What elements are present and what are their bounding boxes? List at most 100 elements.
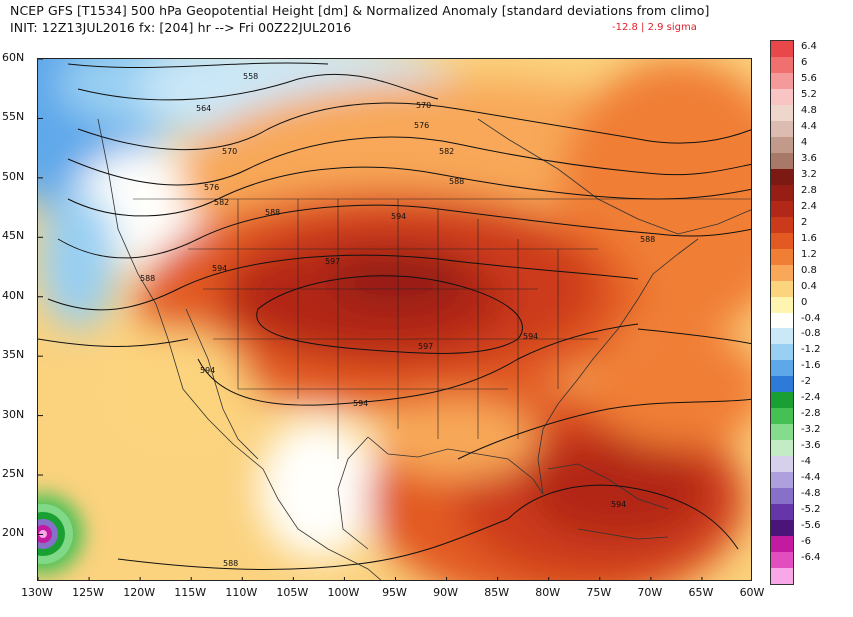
contour-label: 588 — [640, 235, 655, 244]
colorbar-label: -5.2 — [801, 504, 821, 516]
colorbar-label: 5.2 — [801, 88, 817, 100]
colorbar-bin — [771, 248, 793, 266]
grid-ticks — [38, 59, 703, 580]
contour-label: 570 — [416, 101, 431, 110]
colorbar-bin — [771, 552, 793, 569]
contour-label: 564 — [196, 104, 211, 113]
contour-label: 594 — [523, 332, 538, 341]
colorbar-bin — [771, 408, 793, 425]
colorbar-bin — [771, 328, 793, 345]
colorbar-bin — [771, 536, 793, 553]
latitude-label: 50N — [2, 169, 25, 183]
colorbar-bin — [771, 344, 793, 361]
colorbar-label: -0.4 — [801, 312, 821, 324]
contour-label-group: 558 564 570 576 582 588 594 597 570 576 … — [140, 72, 655, 568]
colorbar-bin — [771, 120, 793, 138]
contour-label: 597 — [325, 257, 340, 266]
longitude-label: 115W — [174, 586, 207, 599]
colorbar-label: 5.6 — [801, 72, 817, 84]
colorbar-bin — [771, 440, 793, 457]
contour-label: 594 — [611, 500, 626, 509]
contour-label: 576 — [204, 183, 219, 192]
colorbar-label: 1.6 — [801, 232, 817, 244]
colorbar-label: 3.6 — [801, 152, 817, 164]
colorbar-label: -2.8 — [801, 408, 821, 420]
height-contours — [38, 62, 751, 570]
colorbar-label: 1.2 — [801, 248, 817, 260]
colorbar-label: -2 — [801, 376, 811, 388]
colorbar-bin — [771, 296, 793, 313]
colorbar-label: 2.4 — [801, 200, 817, 212]
latitude-label: 25N — [2, 467, 25, 481]
latitude-label: 45N — [2, 229, 25, 243]
map-canvas: 558 564 570 576 582 588 594 597 570 576 … — [38, 59, 751, 580]
colorbar — [770, 40, 794, 585]
contour-label: 582 — [439, 147, 454, 156]
contour-label: 570 — [222, 147, 237, 156]
colorbar-label: 4.8 — [801, 104, 817, 116]
contour-label: 582 — [214, 198, 229, 207]
colorbar-label: -0.8 — [801, 328, 821, 340]
contour-label: 588 — [223, 559, 238, 568]
colorbar-bin — [771, 232, 793, 250]
colorbar-label: 2.8 — [801, 184, 817, 196]
anomaly-shading — [38, 59, 751, 580]
colorbar-bin — [771, 152, 793, 170]
contour-label: 594 — [353, 399, 368, 408]
colorbar-bin — [771, 264, 793, 282]
longitude-label: 125W — [72, 586, 104, 599]
colorbar-label: 0 — [801, 296, 808, 308]
longitude-label: 100W — [327, 586, 360, 599]
colorbar-bin — [771, 280, 793, 298]
latitude-label: 55N — [2, 110, 25, 124]
contour-label: 594 — [200, 366, 215, 375]
colorbar-label: 3.2 — [801, 168, 817, 180]
title-line-2: INIT: 12Z13JUL2016 fx: [204] hr --> Fri … — [10, 20, 352, 35]
colorbar-label: 2 — [801, 216, 808, 228]
colorbar-label: -4 — [801, 456, 811, 468]
colorbar-bin — [771, 424, 793, 441]
colorbar-bin — [771, 520, 793, 537]
colorbar-label: -6.4 — [801, 552, 821, 564]
colorbar-bin — [771, 376, 793, 393]
longitude-label: 130W — [21, 586, 53, 599]
longitude-label: 90W — [433, 586, 458, 599]
colorbar-bin — [771, 72, 793, 90]
contour-label: 594 — [212, 264, 227, 273]
latitude-label: 40N — [2, 288, 25, 302]
contour-label: 558 — [243, 72, 258, 81]
contour-label: 597 — [418, 342, 433, 351]
longitude-label: 110W — [225, 586, 258, 599]
colorbar-bin — [771, 392, 793, 409]
latitude-label: 60N — [2, 51, 25, 64]
longitude-label: 70W — [637, 586, 663, 599]
title-line-1: NCEP GFS [T1534] 500 hPa Geopotential He… — [10, 3, 710, 18]
colorbar-bin — [771, 312, 793, 329]
colorbar-bin — [771, 360, 793, 377]
latitude-label: 30N — [2, 407, 25, 421]
coastlines — [97, 118, 751, 580]
contour-label: 576 — [414, 121, 429, 130]
colorbar-label: 0.8 — [801, 264, 817, 276]
colorbar-bin — [771, 504, 793, 521]
colorbar-label: -5.6 — [801, 520, 821, 532]
colorbar-label: -3.2 — [801, 424, 821, 436]
colorbar-bin — [771, 488, 793, 505]
contour-label: 588 — [265, 208, 280, 217]
colorbar-bin — [771, 168, 793, 186]
colorbar-bin — [771, 88, 793, 106]
longitude-label: 80W — [535, 586, 561, 599]
longitude-label: 105W — [276, 586, 309, 599]
colorbar-bin — [771, 472, 793, 489]
longitude-label: 85W — [484, 586, 510, 599]
colorbar-label: -4.4 — [801, 472, 821, 484]
colorbar-bin — [771, 456, 793, 473]
colorbar-label: 0.4 — [801, 280, 817, 292]
contour-label: 594 — [391, 212, 406, 221]
longitude-label: 95W — [382, 586, 407, 599]
latitude-label: 20N — [2, 526, 25, 540]
contour-label: 588 — [449, 177, 464, 186]
weather-map[interactable]: 558 564 570 576 582 588 594 597 570 576 … — [37, 58, 752, 581]
colorbar-bin — [771, 216, 793, 234]
state-borders — [133, 198, 751, 459]
